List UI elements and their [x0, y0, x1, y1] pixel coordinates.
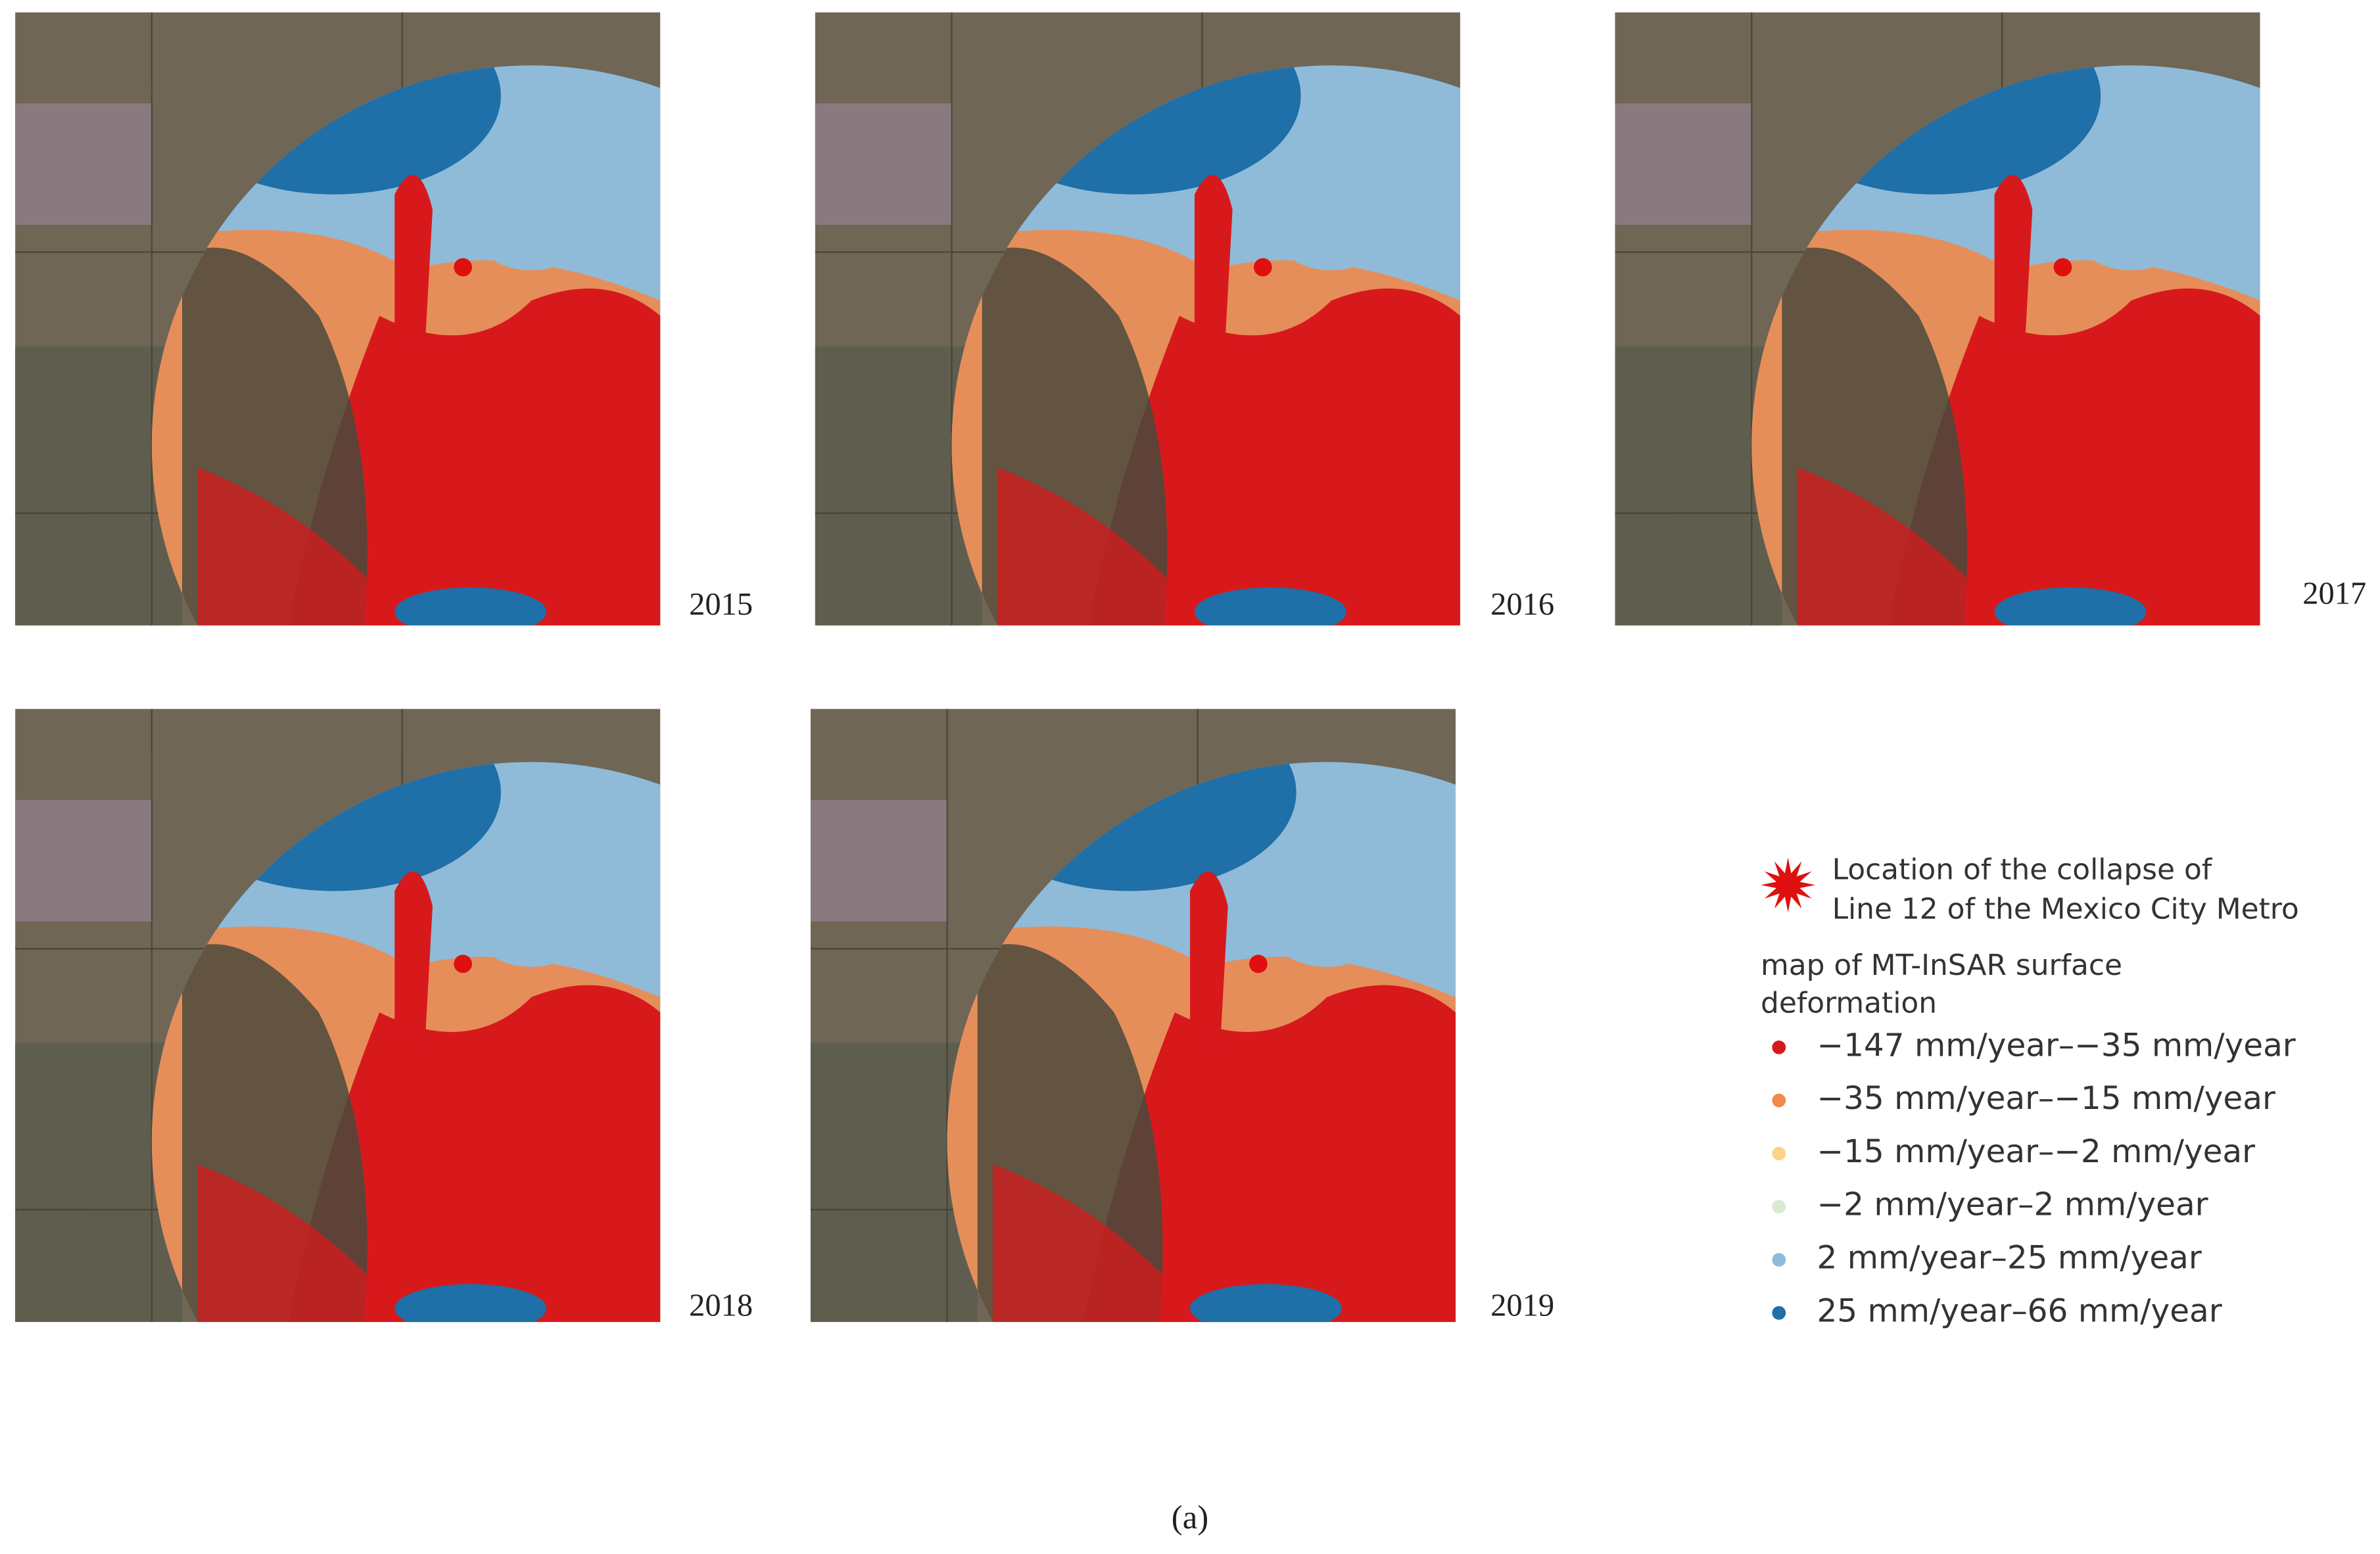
legend-label: −147 mm/year–−35 mm/year [1817, 1027, 2295, 1064]
collapse-star [1761, 857, 1816, 912]
map-panel [811, 694, 1456, 1332]
legend-title: deformation [1761, 987, 1937, 1020]
legend-title: map of MT-InSAR surface [1761, 949, 2122, 982]
legend-dot [1772, 1146, 1786, 1161]
legend-text: Line 12 of the Mexico City Metro [1832, 892, 2299, 926]
legend-label: 25 mm/year–66 mm/year [1817, 1292, 2222, 1329]
map-panel [15, 694, 660, 1332]
map-panel [15, 0, 660, 636]
legend-dot [1772, 1093, 1786, 1108]
caption: (a) [1172, 1499, 1208, 1536]
legend-label: −15 mm/year–−2 mm/year [1817, 1133, 2255, 1170]
legend-text: Location of the collapse of [1832, 853, 2213, 886]
legend-label: −2 mm/year–2 mm/year [1817, 1187, 2208, 1223]
year-label: 2017 [2302, 577, 2366, 611]
map-panel [1615, 0, 2260, 636]
legend-dot [1772, 1040, 1786, 1054]
year-label: 2015 [689, 587, 753, 622]
map-panel [815, 0, 1460, 636]
year-label: 2019 [1490, 1288, 1554, 1323]
legend-dot [1772, 1200, 1786, 1214]
legend-label: 2 mm/year–25 mm/year [1817, 1239, 2201, 1276]
year-label: 2018 [689, 1288, 753, 1323]
legend-dot [1772, 1253, 1786, 1267]
legend-label: −35 mm/year–−15 mm/year [1817, 1080, 2275, 1117]
legend-dot [1772, 1306, 1786, 1320]
year-label: 2016 [1490, 587, 1554, 622]
